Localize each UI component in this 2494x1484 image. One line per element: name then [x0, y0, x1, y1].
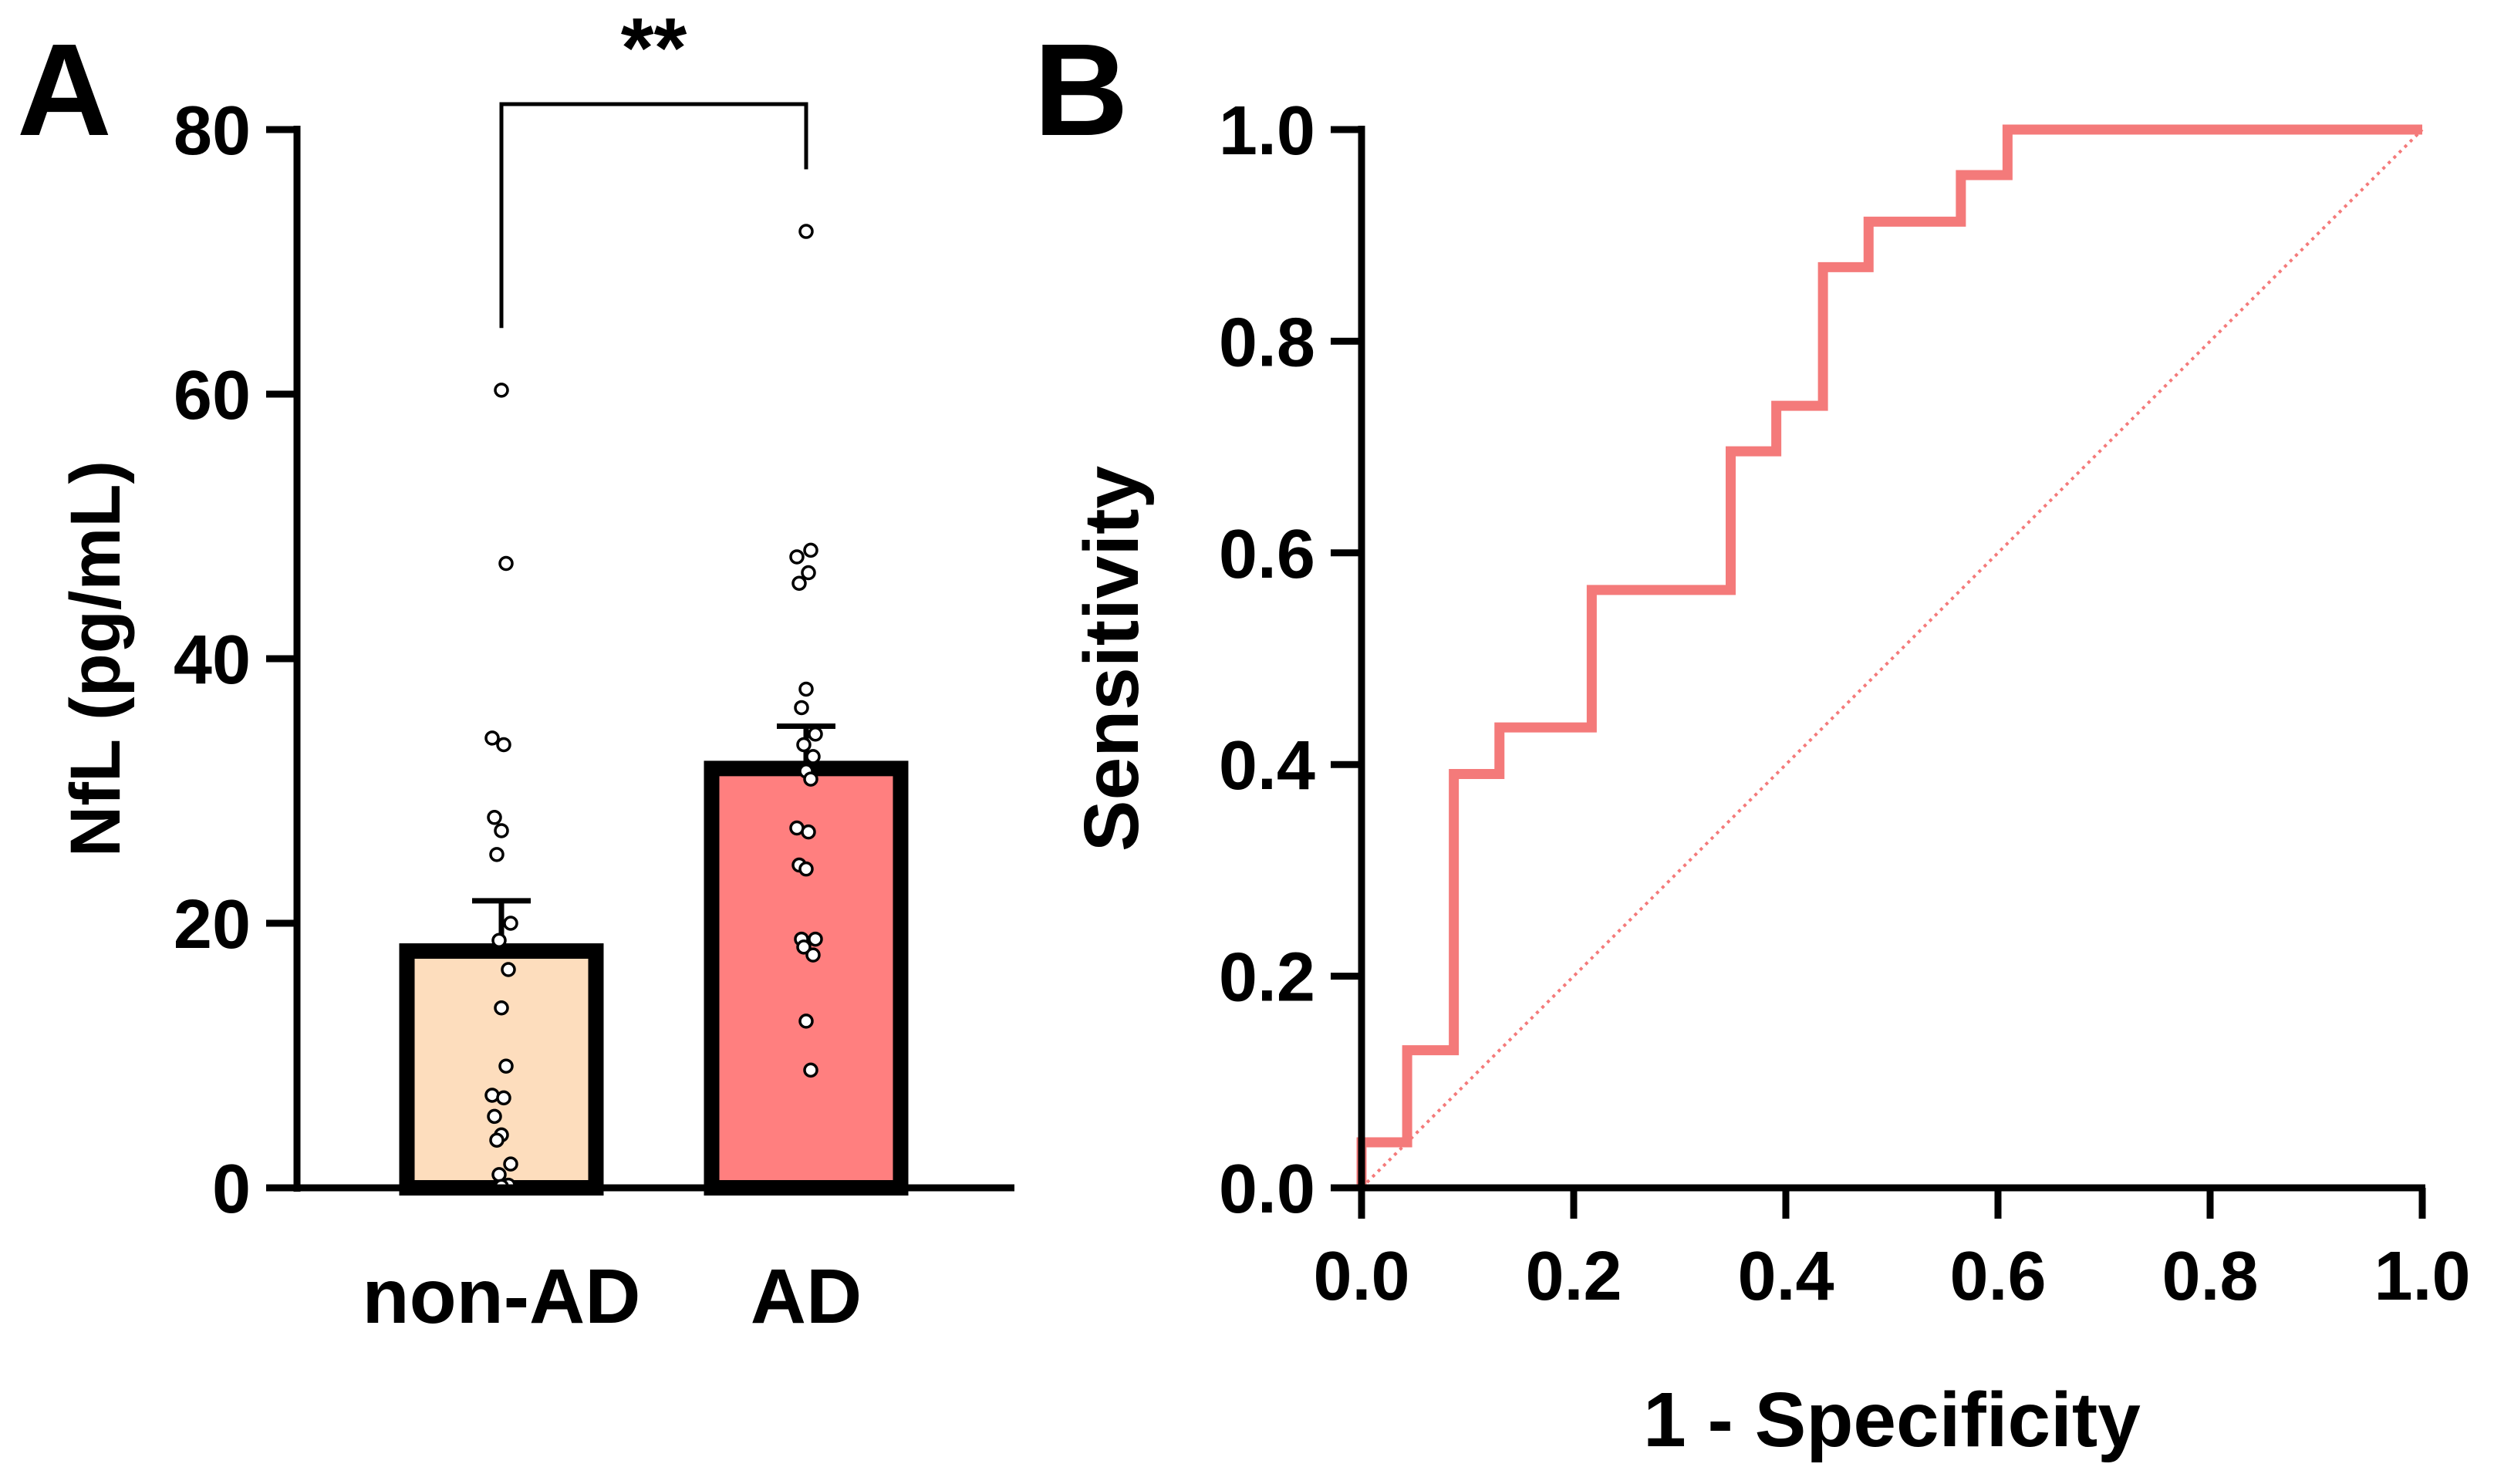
data-point [796, 737, 812, 753]
roc-chart-panel: 0.0 0.2 0.4 0.6 0.8 1.0 0.0 0.2 0.4 0.6 0.8 1.0 1 - … [1068, 93, 2471, 1463]
data-point [498, 1058, 514, 1074]
x-tick-label: 0.4 [1737, 1238, 1834, 1315]
data-point [791, 575, 807, 591]
data-point [801, 824, 816, 840]
data-point [803, 771, 818, 787]
data-point [808, 727, 823, 742]
data-point [798, 224, 814, 239]
x-tick-label: 0.0 [1313, 1238, 1409, 1315]
x-tick-label: 0.2 [1525, 1238, 1622, 1315]
panel-a-label: A [17, 17, 112, 164]
data-point [789, 549, 805, 565]
x-tick-label: 0.6 [1949, 1238, 2046, 1315]
data-point [501, 962, 516, 977]
data-point [498, 555, 514, 572]
roc-curve [1356, 124, 2422, 1188]
y-tick-label: 80 [174, 93, 251, 170]
significance-label: ** [621, 1, 687, 96]
data-point [803, 542, 818, 558]
data-point [794, 700, 809, 716]
data-point [803, 1062, 818, 1078]
data-point [798, 1014, 814, 1029]
data-point [484, 730, 500, 746]
data-point [496, 1090, 511, 1106]
data-point [805, 947, 821, 963]
y-axis-label: NfL (pg/mL) [56, 460, 135, 857]
data-point [494, 1000, 509, 1016]
significance-bracket [499, 102, 808, 329]
data-point [494, 383, 509, 398]
data-point [796, 939, 812, 955]
data-point [491, 1167, 507, 1182]
data-point [805, 749, 821, 764]
data-point [494, 823, 509, 838]
data-point [798, 861, 814, 877]
data-point [489, 847, 505, 862]
y-tick-label: 0.4 [1219, 727, 1315, 804]
data-point [808, 931, 823, 947]
x-category-label: AD [751, 1253, 862, 1340]
x-category-label: non-AD [363, 1253, 641, 1340]
y-tick-label: 0 [212, 1151, 251, 1228]
x-tick-label: 0.8 [2162, 1238, 2258, 1315]
y-tick-label: 0.8 [1219, 304, 1315, 381]
data-point [487, 1108, 502, 1125]
y-tick-label: 0.0 [1219, 1151, 1315, 1228]
reference-line [1360, 128, 2424, 1189]
y-tick-label: 20 [174, 886, 251, 963]
y-tick-label: 0.2 [1219, 939, 1315, 1017]
data-point [798, 681, 814, 697]
y-tick-label: 60 [174, 357, 251, 434]
data-point [489, 1132, 505, 1148]
panel-b-label: B [1034, 17, 1129, 164]
y-tick-label: 40 [174, 622, 251, 699]
data-point [801, 565, 816, 581]
data-point [503, 916, 518, 931]
y-tick-label: 1.0 [1219, 93, 1315, 170]
data-point [496, 737, 511, 753]
y-tick-label: 0.6 [1219, 516, 1315, 593]
data-point [487, 810, 502, 825]
x-axis-label: 1 - Specificity [1643, 1377, 2141, 1463]
data-point [491, 933, 507, 949]
y-axis-label: Sensitivity [1068, 466, 1155, 852]
x-tick-label: 1.0 [2374, 1238, 2470, 1315]
data-point [503, 1156, 518, 1172]
bar-chart-panel: 0 20 40 60 80 NfL (pg/mL) non-AD AD ** [56, 1, 1014, 1340]
